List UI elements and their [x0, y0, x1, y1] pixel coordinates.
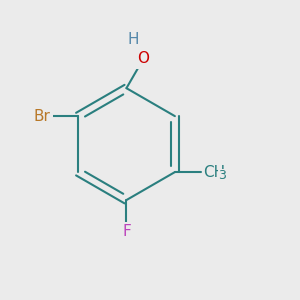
Text: O: O	[137, 51, 149, 66]
Text: CH: CH	[203, 165, 225, 180]
Text: F: F	[122, 224, 131, 239]
Text: H: H	[127, 32, 139, 47]
Text: 3: 3	[218, 169, 226, 182]
Text: Br: Br	[34, 109, 50, 124]
